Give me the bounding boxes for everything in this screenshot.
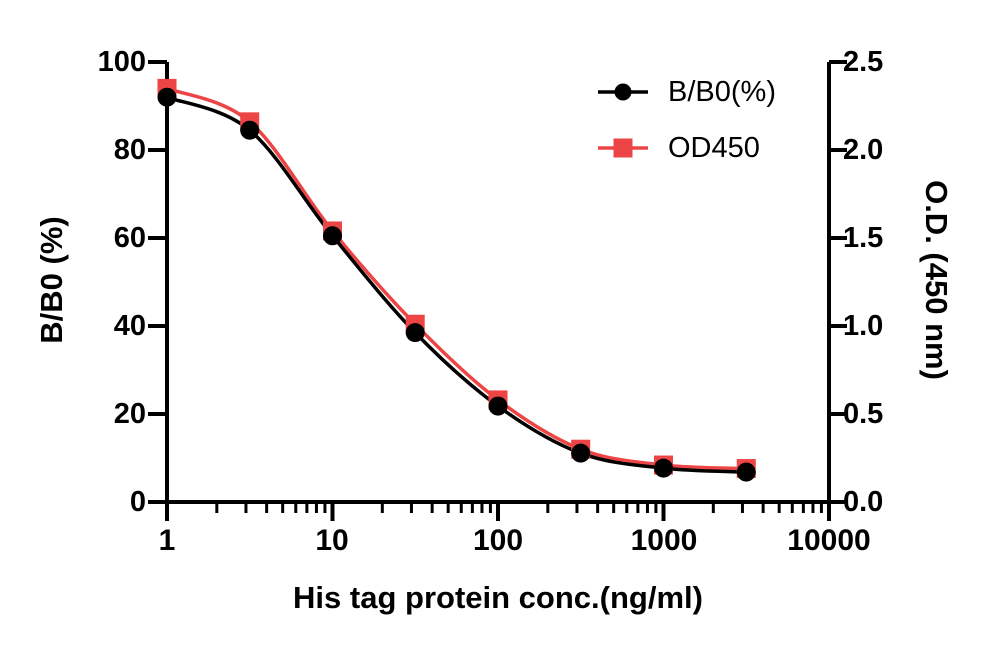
legend-label-od450: OD450 — [668, 132, 760, 164]
bb0-data-point-marker — [571, 443, 591, 463]
x-axis-tick-label: 1000 — [630, 524, 698, 557]
legend-square-marker-od450 — [613, 138, 633, 158]
legend-label-bb0: B/B0(%) — [668, 76, 776, 108]
legend-circle-marker-bb0 — [614, 83, 632, 101]
x-axis-tick-label: 1 — [158, 524, 176, 557]
right-axis-tick-label: 2.5 — [843, 46, 884, 78]
left-axis-tick-label: 0 — [129, 486, 146, 518]
bb0-data-point-marker — [488, 396, 508, 416]
bb0-data-point-marker — [736, 462, 756, 482]
left-axis-tick-label: 60 — [113, 222, 146, 254]
left-axis-tick-label: 100 — [97, 46, 146, 78]
bb0-data-point-marker — [157, 87, 177, 107]
right-axis-tick-label: 2.0 — [843, 134, 884, 166]
bb0-data-point-marker — [405, 323, 425, 343]
left-axis-tick-label: 40 — [113, 310, 146, 342]
right-axis-tick-label: 0.0 — [843, 486, 884, 518]
series-od450-curve — [166, 86, 747, 471]
left-axis-tick-label: 20 — [113, 398, 146, 430]
left-axis-tick-label: 80 — [113, 134, 146, 166]
left-axis-title: B/B0 (%) — [34, 216, 69, 344]
series-bb0-curve — [166, 95, 747, 474]
right-axis-tick-label: 1.5 — [843, 222, 884, 254]
bb0-data-point-marker — [654, 458, 673, 478]
x-axis-tick-label: 10 — [315, 524, 349, 557]
bb0-data-point-marker — [240, 120, 260, 140]
x-axis-title: His tag protein conc.(ng/ml) — [293, 580, 703, 615]
x-axis-tick-label: 10000 — [787, 524, 871, 557]
bb0-data-point-marker — [323, 226, 342, 246]
right-axis-title: O.D. (450 nm) — [919, 180, 954, 380]
right-axis-tick-label: 1.0 — [843, 310, 884, 342]
right-axis-tick-label: 0.5 — [843, 398, 884, 430]
x-axis-tick-label: 100 — [472, 524, 524, 557]
